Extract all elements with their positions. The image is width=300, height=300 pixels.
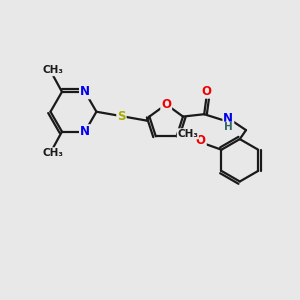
Text: CH₃: CH₃ — [43, 65, 64, 75]
Text: CH₃: CH₃ — [43, 148, 64, 158]
Text: N: N — [80, 85, 90, 98]
Text: O: O — [202, 85, 212, 98]
Text: O: O — [161, 98, 171, 111]
Text: O: O — [196, 134, 206, 147]
Text: CH₃: CH₃ — [177, 129, 198, 139]
Text: H: H — [224, 122, 233, 132]
Text: N: N — [223, 112, 233, 125]
Text: N: N — [80, 125, 90, 138]
Text: S: S — [117, 110, 126, 123]
